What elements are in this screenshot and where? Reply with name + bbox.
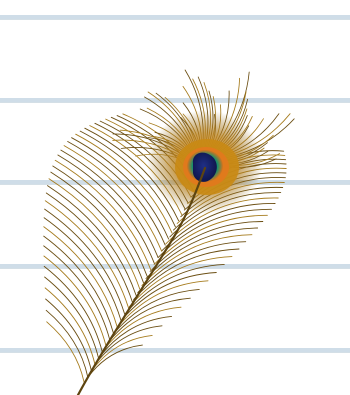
feather-barb-left [47,185,137,296]
feather-barb-left [67,141,166,246]
feather-barb-right [95,325,163,364]
feather-barb-left [43,235,115,335]
feather-barb-left [79,130,176,228]
feather-barb-right [91,334,153,371]
paper-rule-line [0,348,350,352]
feather-barb-left [44,276,100,360]
paper-rule-line [0,98,350,102]
feather-barb-left [63,145,163,252]
feather-barb-left [75,133,173,234]
feather-barb-left [50,171,144,284]
feather-barb-right [116,280,209,329]
feather-barb-left [48,178,141,290]
feather-barb-left [57,154,155,265]
paper-rule-shadow [0,268,350,269]
feather-barb-right [112,288,200,336]
feather-barb-left [43,217,122,322]
feather-barb-left [43,255,107,347]
feather-barb-left [45,309,89,378]
feather-barb-right [137,241,247,294]
feather-barb-right [157,208,272,259]
feather-barb-left [44,200,130,309]
paper-rule-shadow [0,352,350,353]
paper-rule-shadow [0,102,350,103]
feather-barb-left [43,265,103,353]
feather-barb-left [54,159,152,271]
feather-barb-left [84,127,180,222]
feather-barb-right [124,263,225,315]
feather-barb-left [71,137,170,240]
feather-barb-left [44,208,126,315]
feather-barb-right [149,221,264,272]
feather-barb-left [43,226,118,328]
paper-rule-shadow [0,19,350,20]
feather-barb-right [120,272,217,322]
feather-barb-right [141,234,253,286]
feather-barb-right [153,214,268,265]
feather-barb-left [44,287,96,366]
feather-barb-left [52,165,148,277]
feather-barb-right [104,306,182,350]
feather-barb-left [45,192,133,303]
feather-barb-right [128,256,233,308]
feather-barb-left [60,149,159,259]
feather-barb-left [46,321,85,385]
feather-barb-right [133,248,240,301]
feather-rachis [76,166,207,395]
paper-rule-line [0,15,350,19]
feather-barb-left [43,245,111,341]
feather-eye [147,110,263,214]
feather-barb-right [145,227,259,279]
feather-barb-left [45,298,92,372]
feather-barb-right [108,297,191,343]
feather-barb-right [99,315,173,357]
